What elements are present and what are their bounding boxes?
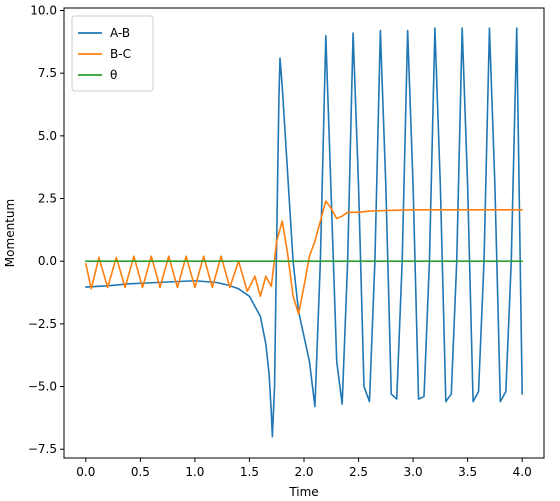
x-axis-label: Time <box>288 485 318 499</box>
legend-label-2: θ <box>110 68 117 82</box>
y-tick-label: 7.5 <box>38 66 57 80</box>
x-tick-label: 2.5 <box>349 465 368 479</box>
plot-area <box>85 27 523 438</box>
series-line-1 <box>85 200 523 315</box>
y-tick-label: −7.5 <box>28 442 57 456</box>
y-tick-label: 5.0 <box>38 129 57 143</box>
x-tick-label: 1.0 <box>185 465 204 479</box>
legend-box <box>71 15 154 92</box>
x-tick-label: 2.0 <box>294 465 313 479</box>
y-tick-label: −5.0 <box>28 380 57 394</box>
x-tick-label: 4.0 <box>513 465 532 479</box>
x-tick-label: 3.5 <box>458 465 477 479</box>
x-tick-label: 0.5 <box>131 465 150 479</box>
y-tick-label: 2.5 <box>38 192 57 206</box>
y-tick-label: 0.0 <box>38 254 57 268</box>
axes: 0.0 0.5 1.0 1.5 2.0 2.5 3.0 3.5 4.0 −7.5 −5.0 −2.5 0… <box>28 4 545 479</box>
legend: A-B B-C θ <box>71 15 154 92</box>
legend-label-1: B-C <box>110 47 131 61</box>
y-axis-label: Momentum <box>3 199 17 267</box>
y-tick-label: −2.5 <box>28 317 57 331</box>
x-tick-label: 1.5 <box>240 465 259 479</box>
x-tick-label: 3.0 <box>404 465 423 479</box>
legend-label-0: A-B <box>110 26 130 40</box>
y-tick-label: 10.0 <box>30 4 57 18</box>
x-tick-label: 0.0 <box>76 465 95 479</box>
